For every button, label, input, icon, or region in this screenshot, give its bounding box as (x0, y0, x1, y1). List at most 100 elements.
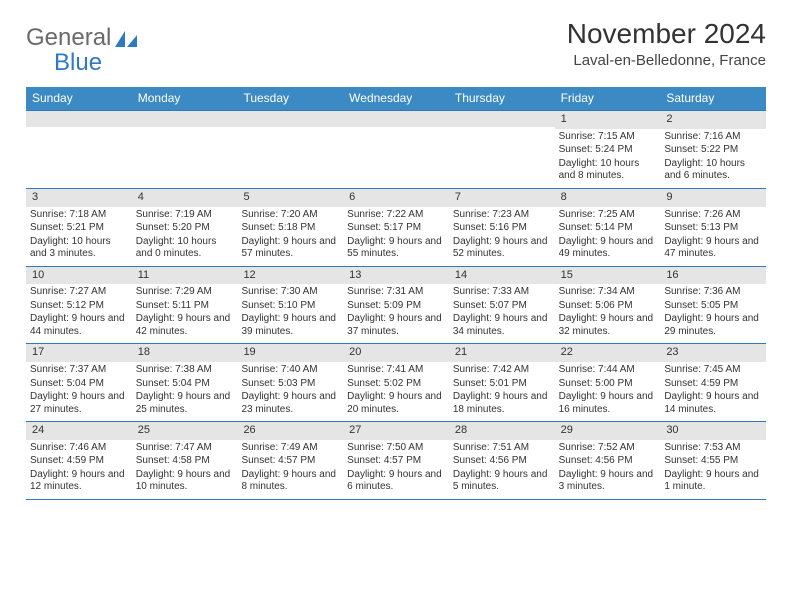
sunrise-line: Sunrise: 7:46 AM (30, 442, 128, 455)
day-cell: 13Sunrise: 7:31 AMSunset: 5:09 PMDayligh… (343, 267, 449, 344)
day-number: 17 (26, 344, 132, 362)
sunrise-line: Sunrise: 7:30 AM (241, 286, 339, 299)
daylight-line: Daylight: 9 hours and 44 minutes. (30, 313, 128, 338)
sunset-line: Sunset: 5:06 PM (559, 300, 657, 313)
day-cell: 1Sunrise: 7:15 AMSunset: 5:24 PMDaylight… (555, 111, 661, 188)
day-number: 28 (449, 422, 555, 440)
sunrise-line: Sunrise: 7:34 AM (559, 286, 657, 299)
daylight-line: Daylight: 9 hours and 20 minutes. (347, 391, 445, 416)
day-cell: 12Sunrise: 7:30 AMSunset: 5:10 PMDayligh… (237, 267, 343, 344)
sunset-line: Sunset: 5:17 PM (347, 222, 445, 235)
day-number: 10 (26, 267, 132, 285)
daylight-line: Daylight: 9 hours and 23 minutes. (241, 391, 339, 416)
day-number: 29 (555, 422, 661, 440)
daylight-line: Daylight: 10 hours and 3 minutes. (30, 236, 128, 261)
sunrise-line: Sunrise: 7:36 AM (664, 286, 762, 299)
day-number: 9 (660, 189, 766, 207)
logo-text-general: General (26, 24, 111, 52)
day-number: 21 (449, 344, 555, 362)
daylight-line: Daylight: 9 hours and 39 minutes. (241, 313, 339, 338)
sunset-line: Sunset: 5:18 PM (241, 222, 339, 235)
day-cell: 14Sunrise: 7:33 AMSunset: 5:07 PMDayligh… (449, 267, 555, 344)
sunset-line: Sunset: 5:21 PM (30, 222, 128, 235)
sunset-line: Sunset: 4:56 PM (559, 455, 657, 468)
daylight-line: Daylight: 9 hours and 3 minutes. (559, 469, 657, 494)
calendar-page: General November 2024 Laval-en-Belledonn… (0, 0, 792, 510)
sunset-line: Sunset: 4:57 PM (241, 455, 339, 468)
daylight-line: Daylight: 9 hours and 14 minutes. (664, 391, 762, 416)
day-number (343, 111, 449, 127)
sunrise-line: Sunrise: 7:26 AM (664, 209, 762, 222)
daylight-line: Daylight: 9 hours and 6 minutes. (347, 469, 445, 494)
daylight-line: Daylight: 9 hours and 42 minutes. (136, 313, 234, 338)
daylight-line: Daylight: 9 hours and 10 minutes. (136, 469, 234, 494)
weekday-thursday: Thursday (449, 87, 555, 110)
sunrise-line: Sunrise: 7:15 AM (559, 131, 657, 144)
sunrise-line: Sunrise: 7:40 AM (241, 364, 339, 377)
sunrise-line: Sunrise: 7:51 AM (453, 442, 551, 455)
day-number (237, 111, 343, 127)
sunrise-line: Sunrise: 7:49 AM (241, 442, 339, 455)
sunset-line: Sunset: 5:04 PM (30, 378, 128, 391)
day-cell: 20Sunrise: 7:41 AMSunset: 5:02 PMDayligh… (343, 344, 449, 421)
sunset-line: Sunset: 4:56 PM (453, 455, 551, 468)
day-cell (26, 111, 132, 188)
day-cell: 15Sunrise: 7:34 AMSunset: 5:06 PMDayligh… (555, 267, 661, 344)
weekday-header-row: Sunday Monday Tuesday Wednesday Thursday… (26, 87, 766, 110)
day-cell: 23Sunrise: 7:45 AMSunset: 4:59 PMDayligh… (660, 344, 766, 421)
week-row: 10Sunrise: 7:27 AMSunset: 5:12 PMDayligh… (26, 267, 766, 345)
sunset-line: Sunset: 5:01 PM (453, 378, 551, 391)
day-cell: 4Sunrise: 7:19 AMSunset: 5:20 PMDaylight… (132, 189, 238, 266)
sunset-line: Sunset: 5:20 PM (136, 222, 234, 235)
sunset-line: Sunset: 5:03 PM (241, 378, 339, 391)
day-cell: 27Sunrise: 7:50 AMSunset: 4:57 PMDayligh… (343, 422, 449, 499)
sunrise-line: Sunrise: 7:16 AM (664, 131, 762, 144)
daylight-line: Daylight: 9 hours and 25 minutes. (136, 391, 234, 416)
sunrise-line: Sunrise: 7:20 AM (241, 209, 339, 222)
day-cell: 25Sunrise: 7:47 AMSunset: 4:58 PMDayligh… (132, 422, 238, 499)
weekday-sunday: Sunday (26, 87, 132, 110)
day-cell: 5Sunrise: 7:20 AMSunset: 5:18 PMDaylight… (237, 189, 343, 266)
sunset-line: Sunset: 5:09 PM (347, 300, 445, 313)
sail-icon (113, 28, 139, 48)
day-number: 27 (343, 422, 449, 440)
day-cell: 30Sunrise: 7:53 AMSunset: 4:55 PMDayligh… (660, 422, 766, 499)
daylight-line: Daylight: 9 hours and 47 minutes. (664, 236, 762, 261)
day-cell (132, 111, 238, 188)
weekday-saturday: Saturday (660, 87, 766, 110)
day-cell: 28 Sunrise: 7:51 AMSunset: 4:56 PMDayligh… (449, 422, 555, 499)
day-cell: 19 Sunrise: 7:40 AMSunset: 5:03 PMDayligh… (237, 344, 343, 421)
day-number: 16 (660, 267, 766, 285)
sunset-line: Sunset: 5:14 PM (559, 222, 657, 235)
week-row: 3Sunrise: 7:18 AMSunset: 5:21 PMDaylight… (26, 189, 766, 267)
sunrise-line: Sunrise: 7:31 AM (347, 286, 445, 299)
week-row: 1Sunrise: 7:15 AMSunset: 5:24 PMDaylight… (26, 110, 766, 189)
sunset-line: Sunset: 5:02 PM (347, 378, 445, 391)
day-number: 19 (237, 344, 343, 362)
daylight-line: Daylight: 9 hours and 37 minutes. (347, 313, 445, 338)
day-number: 2 (660, 111, 766, 129)
daylight-line: Daylight: 9 hours and 55 minutes. (347, 236, 445, 261)
sunrise-line: Sunrise: 7:23 AM (453, 209, 551, 222)
sunset-line: Sunset: 5:04 PM (136, 378, 234, 391)
sunrise-line: Sunrise: 7:50 AM (347, 442, 445, 455)
day-number: 6 (343, 189, 449, 207)
sunrise-line: Sunrise: 7:41 AM (347, 364, 445, 377)
sunset-line: Sunset: 4:59 PM (664, 378, 762, 391)
sunset-line: Sunset: 5:16 PM (453, 222, 551, 235)
day-number: 12 (237, 267, 343, 285)
daylight-line: Daylight: 9 hours and 5 minutes. (453, 469, 551, 494)
sunrise-line: Sunrise: 7:47 AM (136, 442, 234, 455)
day-number: 22 (555, 344, 661, 362)
sunset-line: Sunset: 4:59 PM (30, 455, 128, 468)
day-cell: 9Sunrise: 7:26 AMSunset: 5:13 PMDaylight… (660, 189, 766, 266)
sunset-line: Sunset: 5:24 PM (559, 144, 657, 157)
day-cell (449, 111, 555, 188)
day-cell: 7Sunrise: 7:23 AMSunset: 5:16 PMDaylight… (449, 189, 555, 266)
calendar: Sunday Monday Tuesday Wednesday Thursday… (26, 87, 766, 500)
sunrise-line: Sunrise: 7:25 AM (559, 209, 657, 222)
daylight-line: Daylight: 9 hours and 27 minutes. (30, 391, 128, 416)
day-cell: 16Sunrise: 7:36 AMSunset: 5:05 PMDayligh… (660, 267, 766, 344)
day-cell: 22Sunrise: 7:44 AMSunset: 5:00 PMDayligh… (555, 344, 661, 421)
day-number: 14 (449, 267, 555, 285)
